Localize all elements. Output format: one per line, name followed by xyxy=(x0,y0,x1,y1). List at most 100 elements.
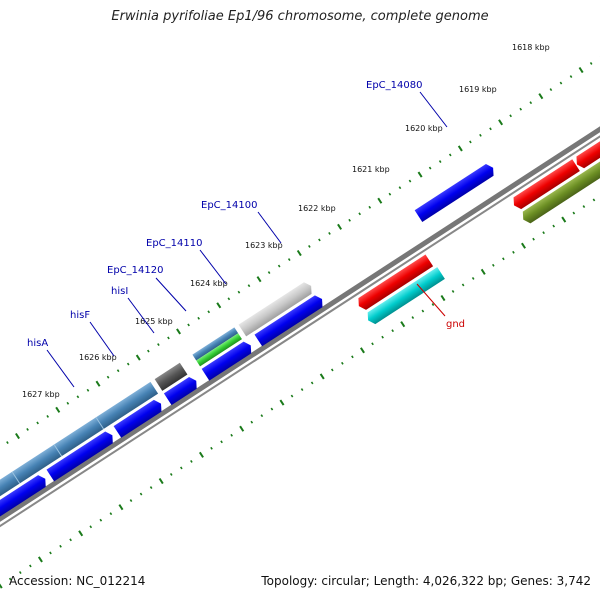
tick-mark xyxy=(542,231,545,235)
cds-blue-epc-14080[interactable] xyxy=(414,162,497,223)
tick-mark xyxy=(371,342,374,346)
tick-mark xyxy=(260,414,264,418)
tick-mark xyxy=(592,198,596,202)
tick-mark xyxy=(66,401,70,405)
cds-blue-arrow[interactable] xyxy=(46,429,117,482)
tick-mark xyxy=(351,355,354,359)
tick-mark xyxy=(479,133,482,137)
tick-mark xyxy=(8,577,12,581)
tick-mark xyxy=(109,512,113,516)
gene-label[interactable]: EpC_14080 xyxy=(366,80,422,91)
tick-mark xyxy=(448,153,452,157)
tick-mark xyxy=(118,504,124,511)
gene-leader-line xyxy=(199,249,227,285)
tick-mark xyxy=(549,88,553,92)
tick-mark xyxy=(237,290,241,294)
tick-mark xyxy=(49,551,52,555)
tick-mark xyxy=(270,407,274,411)
cds-red-far-2[interactable] xyxy=(573,137,600,170)
gene-leader-line xyxy=(416,283,446,317)
gene-label[interactable]: EpC_14100 xyxy=(201,200,257,211)
position-label: 1619 kbp xyxy=(459,85,497,94)
tick-mark xyxy=(250,420,254,424)
gene-label[interactable]: gnd xyxy=(446,319,465,330)
gene-label[interactable]: hisF xyxy=(70,310,90,321)
tick-mark xyxy=(277,264,281,268)
cds-forward-track xyxy=(0,162,497,525)
gene-label[interactable]: hisA xyxy=(27,338,48,349)
position-label: 1622 kbp xyxy=(298,204,336,213)
tick-mark xyxy=(529,101,533,105)
tick-mark xyxy=(157,343,160,346)
tick-mark xyxy=(457,145,463,152)
tick-mark xyxy=(69,538,72,542)
tick-mark xyxy=(300,388,304,391)
tick-mark xyxy=(502,257,505,261)
tick-mark xyxy=(106,375,110,379)
gene-leader-line xyxy=(46,349,75,388)
position-label: 1620 kbp xyxy=(405,124,443,133)
position-label-group: 1618 kbp 1619 kbp 1620 kbp 1621 kbp 1622 kbp… xyxy=(22,43,550,399)
tick-mark xyxy=(207,310,211,314)
tick-mark xyxy=(480,268,486,275)
cds-green-epc-14110[interactable] xyxy=(196,333,242,367)
gene-leader-line xyxy=(257,211,282,244)
tick-mark xyxy=(358,212,362,216)
tick-mark xyxy=(561,216,567,223)
cds-red-reverse[interactable] xyxy=(355,254,434,312)
steel-divider xyxy=(95,416,104,430)
tick-mark xyxy=(26,428,29,431)
tick-mark xyxy=(46,414,50,418)
tick-mark xyxy=(438,160,442,163)
position-label: 1627 kbp xyxy=(22,390,60,399)
cds-blue-arrow[interactable] xyxy=(254,293,325,347)
tick-mark xyxy=(29,564,32,568)
gene-label[interactable]: hisI xyxy=(111,286,128,297)
tick-mark xyxy=(210,446,213,450)
tick-mark xyxy=(167,336,170,340)
tick-mark xyxy=(37,556,43,563)
cds-cyan-gnd[interactable] xyxy=(364,267,445,326)
cds-dark-gray[interactable] xyxy=(154,362,188,391)
tick-mark xyxy=(421,309,425,313)
gene-label[interactable]: EpC_14120 xyxy=(107,265,163,276)
gene-leader-line xyxy=(89,321,115,357)
tick-mark xyxy=(290,394,294,398)
tick-mark xyxy=(169,473,173,476)
tick-mark xyxy=(256,276,262,283)
cds-light-gray-epc-14100[interactable] xyxy=(238,280,315,337)
cds-blue-arrow[interactable] xyxy=(113,398,165,438)
tick-mark xyxy=(176,328,182,335)
outer-tick-track xyxy=(6,55,600,444)
tick-mark xyxy=(431,303,435,306)
tick-mark xyxy=(498,119,504,126)
cds-steel-his-operon[interactable] xyxy=(0,381,159,549)
genome-summary-text: Topology: circular; Length: 4,026,322 bp… xyxy=(261,574,591,588)
tick-mark xyxy=(451,290,455,293)
gene-label[interactable]: EpC_14110 xyxy=(146,238,202,249)
tick-mark xyxy=(216,302,222,309)
cds-red-far[interactable] xyxy=(510,159,580,211)
gene-label-group: EpC_14080 EpC_14100 EpC_14110 EpC_14120 hisI… xyxy=(27,80,465,388)
tick-mark xyxy=(180,466,183,470)
cds-olive-far[interactable] xyxy=(519,151,600,226)
tick-mark xyxy=(227,297,231,301)
tick-mark xyxy=(18,571,22,574)
cds-blue-arrow[interactable] xyxy=(201,339,255,381)
tick-mark xyxy=(411,316,415,320)
steel-divider xyxy=(11,471,21,484)
tick-mark xyxy=(521,242,526,249)
tick-mark xyxy=(330,368,334,372)
tick-mark xyxy=(381,335,384,339)
tick-mark xyxy=(400,321,406,328)
tick-mark xyxy=(6,441,9,444)
cds-steel-epc-14110[interactable] xyxy=(192,327,239,361)
cds-blue-arrow[interactable] xyxy=(0,473,49,525)
tick-mark xyxy=(491,263,495,267)
tick-mark xyxy=(15,432,20,440)
tick-mark xyxy=(36,421,39,425)
tick-mark xyxy=(461,283,465,287)
tick-mark xyxy=(86,388,90,392)
cds-blue-arrow[interactable] xyxy=(163,375,200,406)
